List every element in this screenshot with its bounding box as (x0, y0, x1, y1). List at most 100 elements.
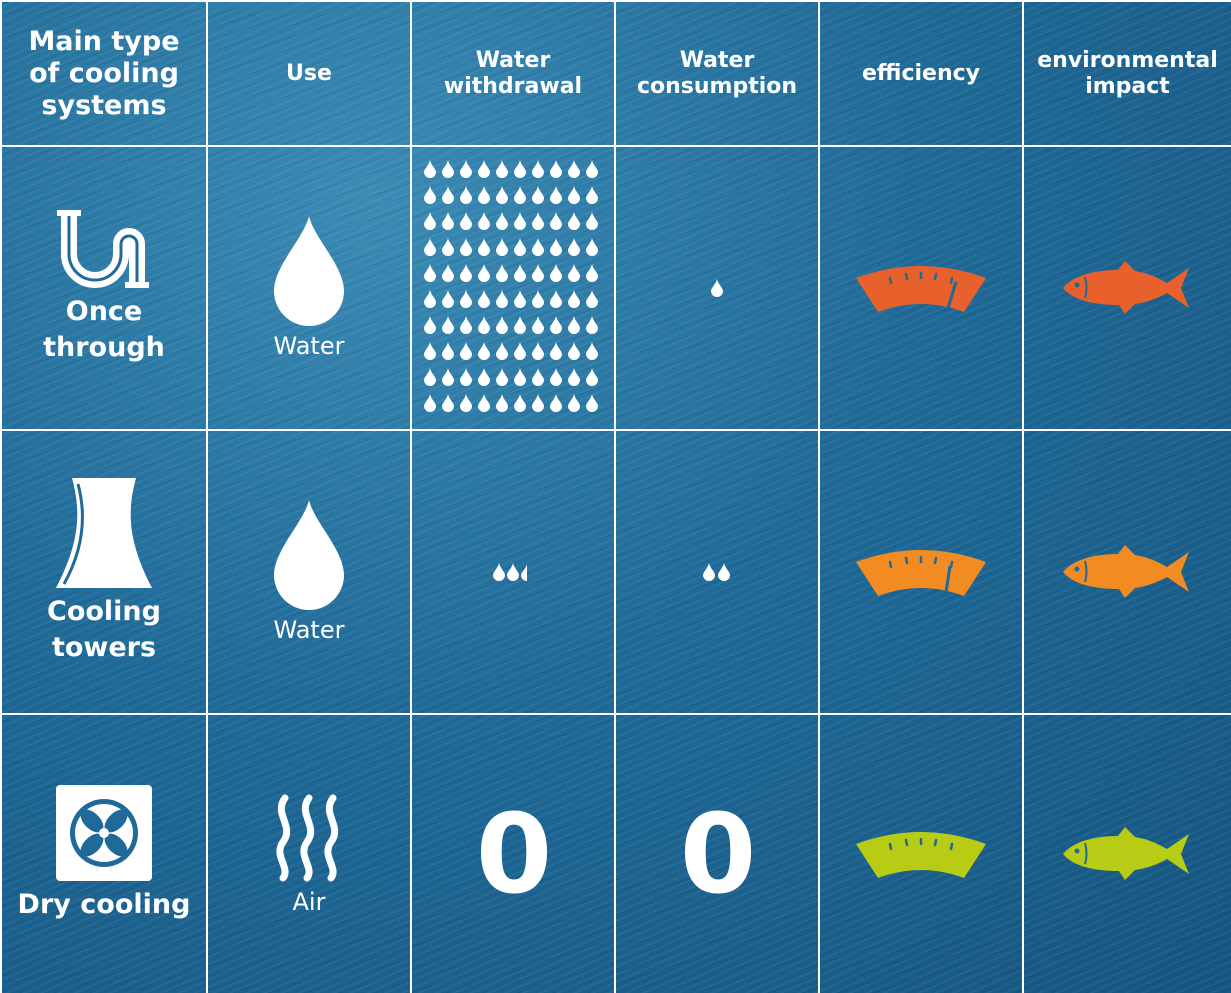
water-drop-icon (442, 342, 454, 360)
water-drop-icon (460, 160, 472, 178)
water-drop-icon (460, 368, 472, 386)
water-drop-icon (496, 264, 508, 282)
water-drop-icon (532, 238, 544, 256)
water-drop-icon (568, 238, 580, 256)
water-drop-icon (424, 186, 436, 204)
water-drop-icon (550, 264, 562, 282)
header-cell-impact: environmental impact (1024, 0, 1231, 147)
water-drop-icon (496, 342, 508, 360)
water-drop-icon (514, 212, 526, 230)
row-once-through-consumption (616, 147, 820, 431)
water-drop-icon (532, 394, 544, 412)
water-drop-icon (550, 212, 562, 230)
water-drop-icon (478, 238, 490, 256)
row-once-through-type: Once through (0, 147, 208, 431)
header-use: Use (286, 60, 332, 86)
water-drop-icon (514, 186, 526, 204)
water-drop-icon (424, 316, 436, 334)
water-drop-icon (568, 316, 580, 334)
water-drop-icon (550, 316, 562, 334)
row-cooling-towers-use: Water (208, 431, 412, 715)
water-drop-icon (568, 394, 580, 412)
water-drop-icon (514, 264, 526, 282)
use-label-water: Water (273, 616, 345, 644)
water-drop-icon (478, 212, 490, 230)
withdrawal-drops-many (424, 160, 598, 412)
water-drop-icon (478, 316, 490, 334)
row-dry-cooling-withdrawal: 0 (412, 715, 616, 993)
air-waves-icon (276, 794, 339, 882)
water-drop-icon (478, 186, 490, 204)
efficiency-gauge-icon (856, 832, 986, 878)
water-drop-icon (460, 342, 472, 360)
water-drop-icon (514, 368, 526, 386)
row-once-through-use: Water (208, 147, 412, 431)
header-efficiency: efficiency (861, 60, 980, 86)
water-drop-icon (424, 212, 436, 230)
water-drop-icon (496, 394, 508, 412)
water-drop-icon (460, 238, 472, 256)
row-cooling-towers-type: Cooling towers (0, 431, 208, 715)
header-type: Main type of cooling systems (28, 25, 180, 121)
water-drop-icon (460, 290, 472, 308)
water-drop-icon (586, 290, 598, 308)
water-drop-icon (478, 368, 490, 386)
header-impact: environmental impact (1037, 47, 1218, 99)
header-cell-use: Use (208, 0, 412, 147)
fish-icon (1062, 827, 1189, 880)
fish-icon (1062, 261, 1189, 314)
header-cell-efficiency: efficiency (820, 0, 1024, 147)
water-drop-icon (586, 394, 598, 412)
row-dry-cooling-consumption: 0 (616, 715, 820, 993)
water-drop-icon (550, 238, 562, 256)
water-drop-icon (460, 186, 472, 204)
water-drop-icon (496, 316, 508, 334)
row-cooling-towers-consumption (616, 431, 820, 715)
water-drop-icon (424, 264, 436, 282)
efficiency-gauge-icon (856, 266, 986, 312)
water-drop-icon (442, 212, 454, 230)
header-consumption: Water consumption (636, 47, 798, 99)
water-drop-icon (514, 394, 526, 412)
withdrawal-drops-few (493, 563, 527, 581)
water-drop-icon (568, 186, 580, 204)
water-drop-icon (442, 394, 454, 412)
water-drop-icon (460, 212, 472, 230)
water-drop-icon (586, 212, 598, 230)
water-drop-icon (478, 264, 490, 282)
water-drop-icon (586, 186, 598, 204)
water-drop-icon (550, 394, 562, 412)
row-dry-cooling-impact (1024, 715, 1231, 993)
row-once-through-withdrawal (412, 147, 616, 431)
row-label-dry-cooling: Dry cooling (17, 889, 191, 920)
water-drop-icon (274, 216, 344, 326)
row-label-cooling-towers: Cooling towers (47, 596, 161, 663)
fish-icon (1062, 545, 1189, 598)
cooling-tower-icon (56, 478, 152, 588)
water-drop-icon (550, 342, 562, 360)
use-label-air: Air (292, 888, 326, 916)
water-drop-icon (460, 264, 472, 282)
water-drop-icon (442, 368, 454, 386)
water-drop-icon (550, 160, 562, 178)
header-cell-consumption: Water consumption (616, 0, 820, 147)
header-withdrawal: Water withdrawal (443, 47, 583, 99)
water-drop-icon (532, 290, 544, 308)
water-drop-icon (532, 316, 544, 334)
row-once-through-efficiency (820, 147, 1024, 431)
water-drop-icon (460, 316, 472, 334)
water-drop-icon (478, 160, 490, 178)
water-drop-icon (442, 186, 454, 204)
use-label-water: Water (273, 332, 345, 360)
water-drop-icon (442, 160, 454, 178)
water-drop-icon (711, 279, 723, 297)
header-cell-type: Main type of cooling systems (0, 0, 208, 147)
pipe-icon (57, 210, 149, 288)
water-drop-icon (532, 186, 544, 204)
water-drop-icon (460, 394, 472, 412)
row-dry-cooling-efficiency (820, 715, 1024, 993)
water-drop-icon (514, 160, 526, 178)
consumption-drops-two (703, 563, 730, 581)
